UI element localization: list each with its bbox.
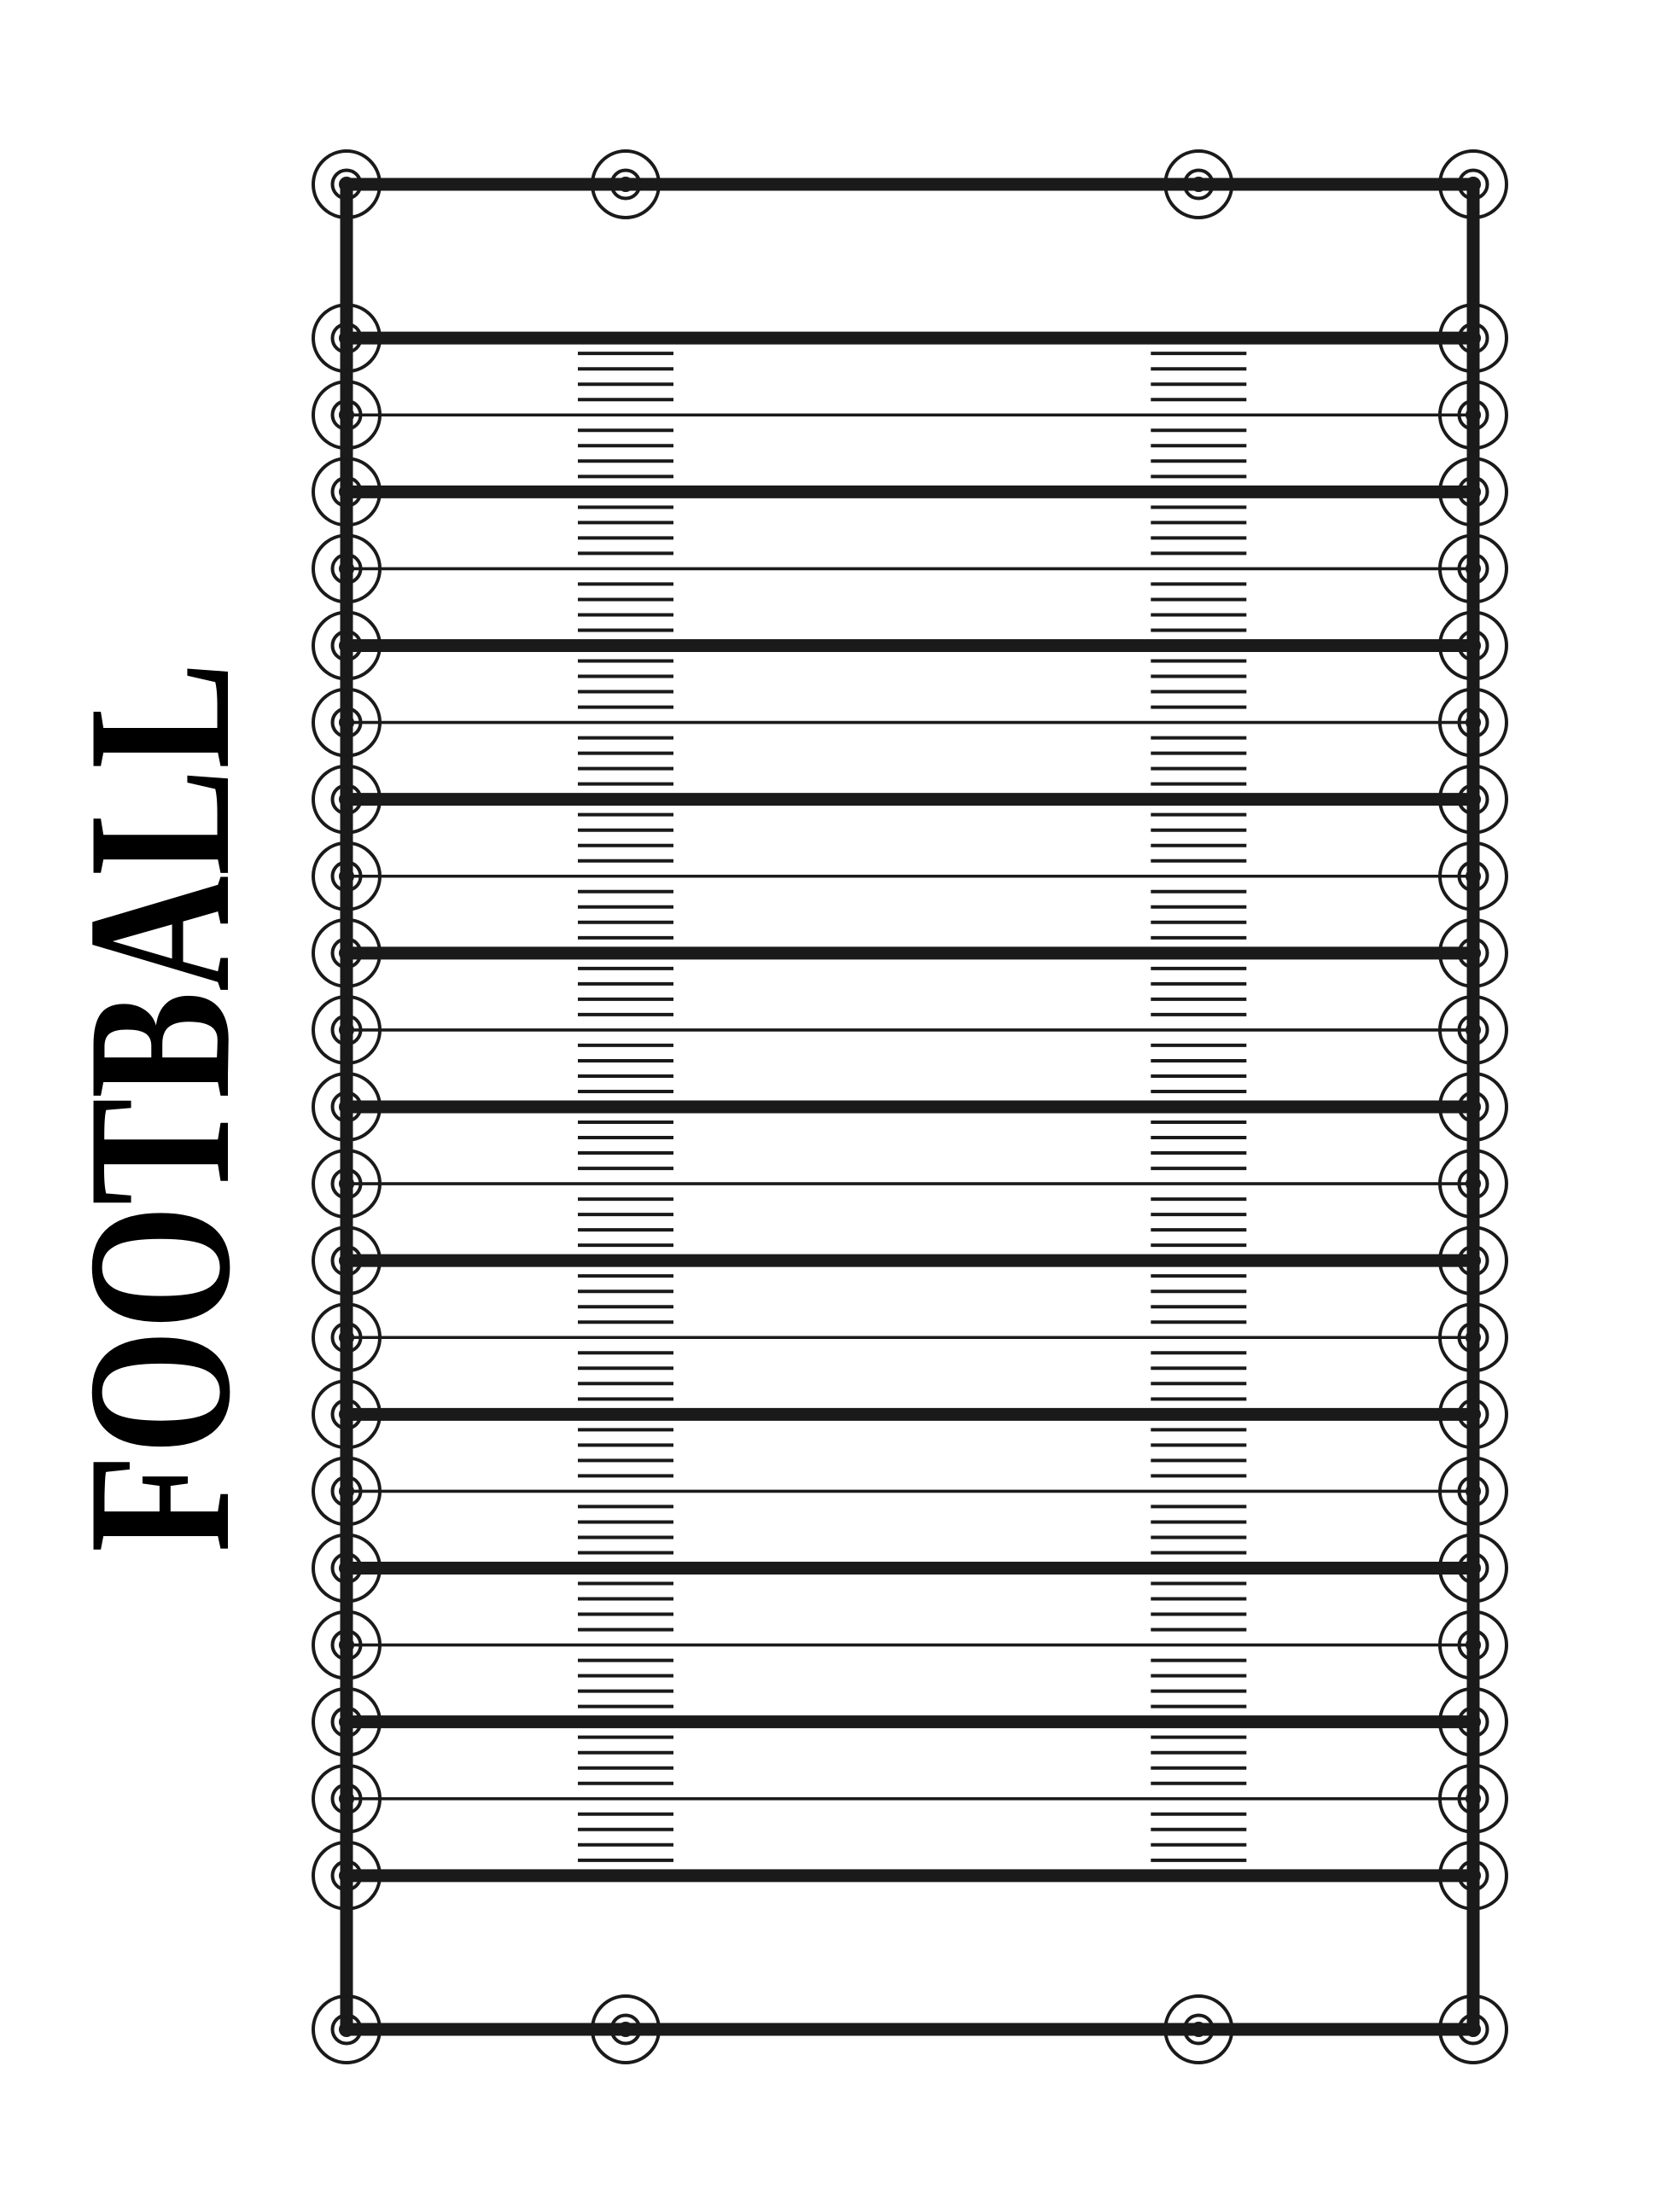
svg-text:FOOTBALL: FOOTBALL [45,662,272,1552]
